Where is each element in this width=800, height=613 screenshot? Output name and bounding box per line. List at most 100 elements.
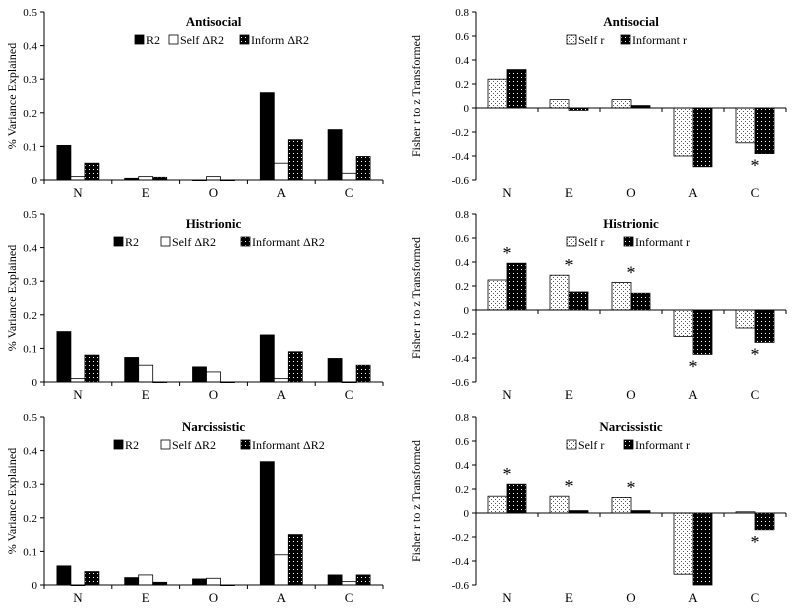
- bar-n-series-1: [506, 483, 527, 514]
- category-label-e: E: [565, 387, 573, 402]
- y-tick-label: 0.8: [455, 209, 469, 221]
- y-tick-label: 0: [464, 103, 470, 115]
- legend-swatch-1: [623, 236, 634, 247]
- bar-o-series-1: [206, 371, 221, 383]
- bar-a-series-0: [259, 461, 275, 586]
- significance-star: *: [565, 255, 574, 275]
- category-label-a: A: [688, 185, 698, 200]
- bar-e-series-0: [124, 357, 140, 383]
- category-label-e: E: [142, 185, 150, 200]
- y-tick-label: 0.4: [23, 41, 37, 53]
- y-tick-label: -0.4: [452, 556, 470, 568]
- legend-swatch-2: [239, 34, 250, 45]
- bar-c-series-1: [754, 107, 775, 154]
- y-tick-label: 0: [32, 377, 38, 389]
- y-tick-label: -0.4: [452, 151, 470, 163]
- panel-title: Narcissistic: [182, 419, 246, 434]
- y-tick-label: 0.5: [23, 7, 37, 19]
- y-tick-label: 0.6: [455, 436, 469, 448]
- legend-label-0: R2: [125, 438, 139, 452]
- legend-label-2: Informant ΔR2: [252, 438, 325, 452]
- y-tick-label: 0: [32, 175, 38, 187]
- category-label-n: N: [73, 185, 83, 200]
- bar-n-series-0: [487, 279, 508, 311]
- bar-a-series-0: [259, 334, 275, 383]
- significance-star: *: [751, 344, 760, 364]
- bar-a-series-0: [673, 107, 694, 157]
- bar-n-series-2: [84, 162, 100, 181]
- bar-c-series-0: [327, 129, 343, 181]
- y-tick-label: 0.6: [455, 31, 469, 43]
- bar-c-series-2: [355, 364, 371, 383]
- bar-a-series-1: [273, 554, 289, 586]
- bar-c-series-0: [327, 358, 343, 383]
- panel-title: Narcissistic: [599, 419, 663, 434]
- legend-swatch-0: [113, 236, 124, 247]
- bar-c-series-0: [327, 574, 343, 586]
- bar-a-series-1: [273, 378, 289, 383]
- legend-swatch-0: [566, 439, 577, 450]
- y-tick-label: 0.5: [23, 209, 37, 221]
- bar-o-series-0: [611, 496, 632, 514]
- y-axis-title: % Variance Explained: [5, 245, 19, 351]
- bar-c-series-1: [341, 172, 357, 181]
- y-axis-title: % Variance Explained: [5, 43, 19, 149]
- y-axis-title: Fisher r to z Transformed: [409, 440, 423, 562]
- category-label-e: E: [565, 590, 573, 605]
- panel-title: Antisocial: [603, 14, 659, 29]
- category-label-o: O: [209, 387, 218, 402]
- legend-swatch-1: [160, 236, 171, 247]
- legend-label-2: Inform ΔR2: [251, 33, 309, 47]
- bar-a-series-1: [692, 309, 713, 355]
- bar-e-series-1: [138, 574, 154, 586]
- category-label-a: A: [277, 590, 287, 605]
- legend-swatch-0: [566, 236, 577, 247]
- legend-swatch-1: [160, 439, 171, 450]
- y-tick-label: -0.6: [452, 175, 470, 187]
- legend-swatch-0: [134, 34, 145, 45]
- y-tick-label: -0.2: [452, 329, 469, 341]
- category-label-c: C: [751, 387, 760, 402]
- category-label-c: C: [345, 590, 354, 605]
- bar-a-series-0: [673, 309, 694, 337]
- y-tick-label: -0.2: [452, 532, 469, 544]
- bar-o-series-1: [206, 176, 221, 181]
- legend-label-1: Self ΔR2: [172, 438, 216, 452]
- y-tick-label: 0.3: [23, 276, 37, 288]
- category-label-n: N: [502, 590, 512, 605]
- legend-label-0: R2: [125, 235, 139, 249]
- bar-e-series-1: [138, 364, 154, 383]
- y-tick-label: 0.4: [23, 243, 37, 255]
- legend-label-0: Self r: [578, 33, 604, 47]
- category-label-o: O: [626, 387, 635, 402]
- bar-n-series-2: [84, 354, 100, 383]
- panel-title: Histrionic: [603, 216, 659, 231]
- y-tick-label: 0: [32, 580, 38, 592]
- bar-a-series-0: [259, 92, 275, 181]
- category-label-c: C: [751, 185, 760, 200]
- y-tick-label: 0.4: [23, 446, 37, 458]
- bar-o-series-0: [611, 99, 632, 109]
- y-tick-label: 0.4: [455, 460, 469, 472]
- bar-e-series-0: [124, 577, 140, 586]
- category-label-n: N: [73, 387, 83, 402]
- bar-c-series-2: [355, 574, 371, 586]
- bar-a-series-2: [287, 139, 303, 181]
- y-tick-label: 0.3: [23, 479, 37, 491]
- legend-swatch-2: [240, 439, 251, 450]
- bar-c-series-2: [355, 156, 371, 181]
- legend-swatch-1: [168, 34, 179, 45]
- bar-n-series-1: [506, 69, 527, 109]
- bar-o-series-0: [192, 366, 207, 383]
- y-tick-label: 0.8: [455, 7, 469, 19]
- bar-a-series-2: [287, 351, 303, 383]
- legend-swatch-1: [623, 439, 634, 450]
- y-axis-title: % Variance Explained: [5, 448, 19, 554]
- y-tick-label: 0.2: [455, 79, 469, 91]
- category-label-c: C: [345, 387, 354, 402]
- category-label-a: A: [277, 387, 287, 402]
- panel-title: Histrionic: [186, 216, 242, 231]
- bar-o-series-1: [630, 292, 651, 311]
